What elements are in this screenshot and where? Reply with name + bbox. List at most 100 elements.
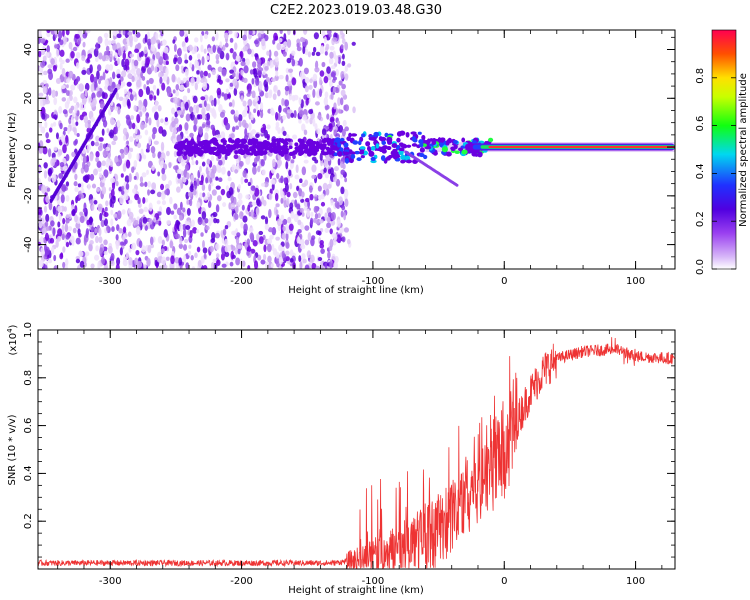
spectrogram-noise-cell (42, 45, 46, 52)
spectrogram-noise-cell (95, 156, 99, 163)
spectrogram-noise-cell (90, 140, 95, 147)
spectrogram-noise-cell (136, 79, 142, 88)
spectrogram-noise-cell (99, 75, 104, 81)
spectrogram-noise-cell (332, 37, 338, 42)
spectrogram-noise-cell (343, 227, 349, 233)
spectrogram-noise-cell (234, 247, 239, 255)
spectrogram-noise-cell (266, 124, 271, 130)
spectrogram-noise-cell (277, 127, 281, 135)
spectrogram-marks (38, 30, 675, 269)
spectrogram-noise-cell (51, 173, 57, 183)
spectrogram-noise-cell (202, 111, 206, 121)
spectrogram-y-tick-label: -20 (23, 188, 34, 204)
spectrogram-noise-cell (102, 149, 108, 157)
spectrogram-noise-cell (192, 95, 198, 104)
spectrogram-noise-cell (315, 265, 320, 269)
spectrogram-noise-cell (38, 146, 44, 154)
spectrogram-noise-cell (172, 131, 176, 139)
spectrogram-noise-cell (57, 205, 63, 213)
carrier-cell (419, 142, 424, 148)
spectrogram-noise-cell (213, 217, 218, 224)
spectrogram-noise-cell (294, 174, 300, 180)
spectrogram-noise-cell (300, 244, 306, 250)
spectrogram-noise-cell (38, 214, 42, 223)
spectrogram-noise-cell (317, 256, 323, 262)
spectrogram-noise-cell (141, 66, 146, 71)
spectrogram-noise-cell (129, 147, 134, 153)
spectrogram-noise-cell (98, 236, 103, 244)
spectrogram-noise-cell (136, 113, 141, 124)
spectrogram-noise-cell (248, 227, 254, 233)
spectrogram-noise-cell (218, 103, 223, 113)
spectrogram-noise-cell (184, 122, 189, 131)
spectrogram-noise-cell (242, 45, 249, 52)
spectrogram-noise-cell (215, 59, 220, 64)
spectrogram-noise-cell (326, 183, 332, 189)
spectrogram-noise-cell (138, 52, 142, 58)
spectrogram-noise-cell (185, 262, 190, 269)
spectrogram-noise-cell (120, 241, 125, 246)
spectrogram-noise-cell (264, 223, 270, 231)
spectrogram-noise-cell (62, 109, 68, 115)
spectrogram-noise-cell (44, 121, 48, 129)
spectrogram-noise-cell (217, 98, 221, 105)
carrier-cell (344, 157, 350, 164)
spectrogram-noise-cell (61, 97, 67, 102)
spectrogram-noise-cell (50, 123, 54, 128)
snr-y-tick-label: 0.6 (23, 418, 34, 434)
spectrogram-noise-cell (286, 38, 292, 48)
spectrogram-noise-cell (225, 185, 229, 191)
spectrogram-noise-cell (154, 259, 158, 267)
carrier-cell (267, 145, 272, 151)
spectrogram-noise-cell (96, 160, 102, 168)
spectrogram-noise-cell (201, 161, 206, 167)
spectrogram-noise-cell (247, 48, 252, 55)
spectrogram-y-tick-label: 20 (23, 92, 34, 105)
spectrogram-noise-cell (296, 185, 300, 191)
spectrogram-noise-cell (71, 151, 76, 158)
spectrogram-noise-cell (252, 61, 257, 68)
spectrogram-noise-cell (148, 77, 154, 85)
spectrogram-noise-cell (189, 198, 193, 207)
spectrogram-noise-cell (287, 216, 292, 224)
spectrogram-noise-cell (250, 209, 254, 218)
chart-title: C2E2.2023.019.03.48.G30 (270, 3, 442, 18)
spectrogram-noise-cell (280, 175, 284, 184)
spectrogram-noise-cell (106, 157, 110, 168)
spectrogram-noise-cell (309, 193, 314, 201)
spectrogram-noise-cell (184, 36, 189, 43)
spectrogram-noise-cell (83, 163, 89, 173)
carrier-cell (189, 147, 196, 154)
spectrogram-noise-cell (215, 243, 220, 251)
spectrogram-noise-cell (105, 64, 111, 71)
spectrogram-noise-cell (141, 60, 145, 67)
spectrogram-noise-cell (227, 93, 232, 99)
spectrogram-noise-cell (185, 113, 191, 122)
spectrogram-noise-cell (274, 56, 279, 63)
spectrogram-x-tick-label: 100 (626, 276, 645, 287)
colorbar-ticks: 0.0 0.2 0.4 0.6 0.8 (695, 68, 736, 275)
spectrogram-noise-cell (325, 104, 330, 110)
spectrogram-noise-cell (55, 78, 61, 84)
spectrogram-noise-cell (161, 129, 167, 137)
spectrogram-noise-cell (111, 226, 115, 233)
spectrogram-noise-cell (272, 93, 277, 101)
spectrogram-noise-cell (258, 230, 264, 236)
spectrogram-noise-cell (230, 245, 236, 252)
spectrogram-noise-cell (317, 172, 323, 180)
snr-x-tick-label: 100 (626, 576, 645, 587)
spectrogram-noise-cell (151, 132, 156, 140)
spectrogram-noise-cell (99, 142, 103, 148)
spectrogram-noise-cell (253, 260, 259, 269)
spectrogram-noise-cell (98, 137, 104, 142)
carrier-line-layer (488, 146, 675, 149)
spectrogram-noise-cell (131, 90, 136, 95)
spectrogram-noise-cell (227, 170, 231, 177)
spectrogram-noise-cell (268, 192, 273, 201)
spectrogram-noise-cell (150, 44, 156, 52)
spectrogram-noise-cell (57, 148, 63, 156)
carrier-cell (368, 136, 375, 141)
spectrogram-noise-cell (81, 187, 85, 194)
spectrogram-noise-cell (229, 82, 234, 87)
carrier-cell (179, 140, 185, 146)
